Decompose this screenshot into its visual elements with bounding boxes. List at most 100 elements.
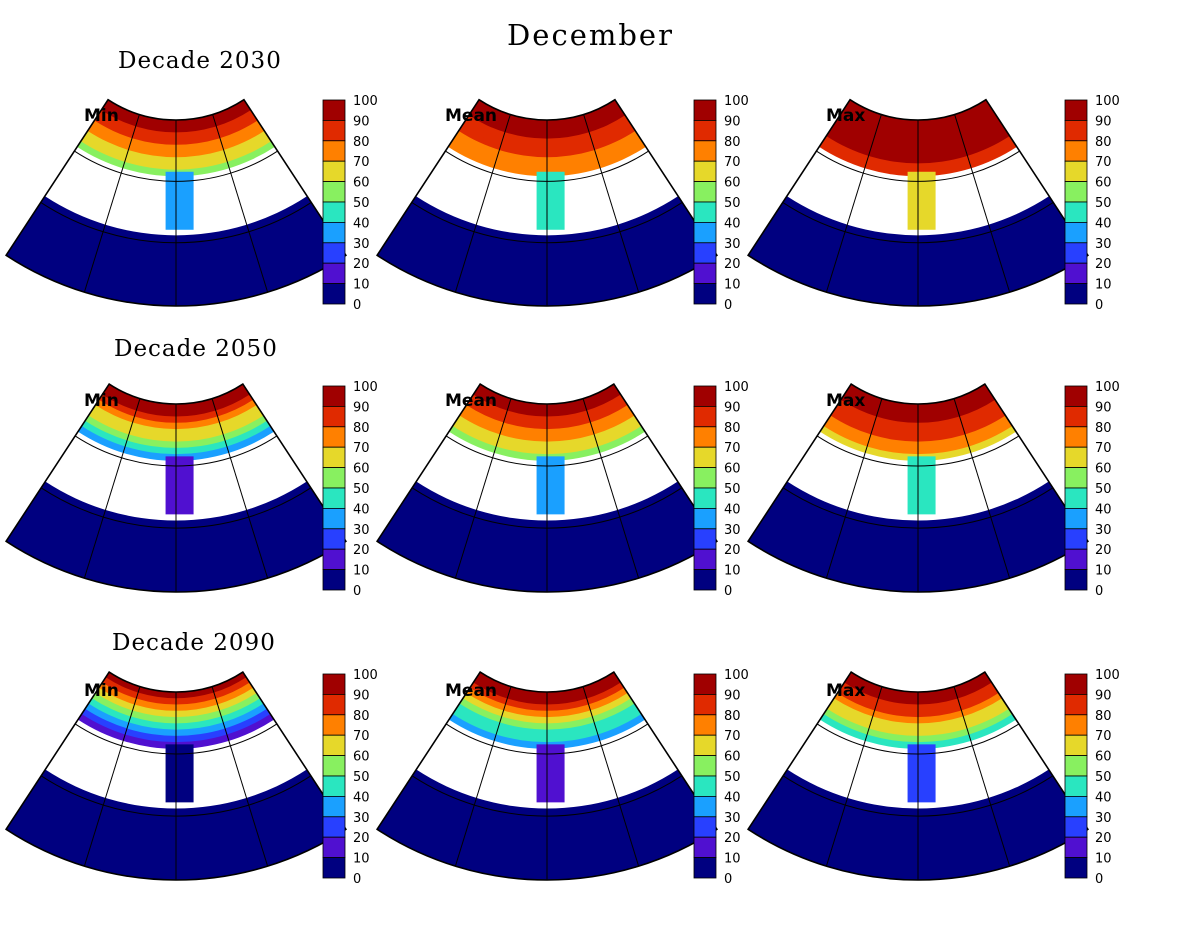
colorbar-tick: 70 (1095, 155, 1112, 170)
colorbar-tick: 100 (353, 94, 378, 109)
colorbar-swatch (322, 775, 346, 797)
colorbar-tick: 40 (1095, 502, 1112, 517)
colorbar-swatch (693, 426, 717, 448)
colorbar-tick: 30 (724, 237, 741, 252)
colorbar-swatch (693, 201, 717, 223)
colorbar-tick: 30 (1095, 237, 1112, 252)
ice-band (105, 672, 247, 699)
colorbar-tick: 90 (1095, 688, 1112, 703)
meridian-line (825, 114, 882, 293)
map-panel-2-0: Min (5, 670, 347, 881)
map-frame (5, 670, 347, 881)
ice-band (836, 115, 1000, 146)
colorbar-tick: 100 (1095, 94, 1120, 109)
colorbar-tick: 0 (1095, 584, 1103, 599)
meridian-line (582, 686, 640, 867)
meridian-line (953, 398, 1011, 579)
strait-ice (907, 456, 936, 515)
colorbar-swatch (322, 140, 346, 162)
colorbar-tick: 80 (1095, 421, 1112, 436)
colorbar-tick: 90 (724, 688, 741, 703)
ice-band (83, 130, 269, 164)
colorbar-tick: 100 (1095, 380, 1120, 395)
colorbar-tick: 50 (353, 196, 370, 211)
ice-band (819, 141, 1017, 177)
colorbar-tick: 0 (1095, 872, 1103, 887)
panel-label-1-2: Max (826, 391, 865, 411)
colorbar-tick: 10 (724, 278, 741, 293)
colorbar-tick: 90 (1095, 114, 1112, 129)
colorbar-swatch (322, 673, 346, 695)
parallel-line (74, 150, 278, 182)
colorbar-tick: 10 (724, 564, 741, 579)
colorbar-swatch (693, 755, 717, 777)
ice-band (822, 136, 1014, 171)
strait-ice (165, 744, 194, 803)
parallel-line (782, 487, 1054, 529)
colorbar-swatch (693, 99, 717, 121)
meridian-line (211, 686, 269, 867)
ice-band (469, 682, 625, 712)
map-frame (5, 382, 347, 593)
colorbar-tick: 90 (1095, 400, 1112, 415)
ice-band (451, 136, 643, 171)
colorbar-swatch (322, 201, 346, 223)
colorbar-tick: 100 (353, 668, 378, 683)
ice-band (837, 687, 999, 718)
ice-band (104, 99, 248, 127)
ice-band (476, 672, 618, 699)
map-frame (747, 670, 1089, 881)
colorbar-swatch (693, 734, 717, 757)
colorbar-swatch (693, 775, 717, 797)
map-panel-2-1: Mean (376, 670, 718, 881)
colorbar-tick: 80 (1095, 709, 1112, 724)
ice-band (87, 125, 265, 158)
ice-band (830, 698, 1006, 731)
panel-label-2-1: Mean (445, 681, 497, 701)
ice-band (98, 682, 254, 712)
colorbar-swatch (1064, 262, 1088, 285)
colorbar-tick: 10 (724, 852, 741, 867)
colorbar-tick: 40 (1095, 790, 1112, 805)
ice-band (829, 125, 1007, 158)
map-frame (376, 98, 718, 307)
ice-band (471, 104, 623, 133)
colorbar-swatch (693, 714, 717, 736)
colorbar-swatch (322, 569, 346, 591)
colorbar-tick: 100 (724, 380, 749, 395)
colorbar-tick: 30 (724, 811, 741, 826)
panel-label-1-1: Mean (445, 391, 497, 411)
ice-band (94, 115, 258, 146)
colorbar-swatch (693, 283, 717, 305)
colorbar-tick: 40 (353, 502, 370, 517)
ice-band (88, 410, 264, 443)
meridian-line (954, 114, 1011, 293)
colorbar-tick: 70 (724, 155, 741, 170)
ice-band (466, 687, 628, 718)
ice-band (90, 120, 262, 152)
colorbar-swatch (1064, 507, 1088, 530)
colorbar-tick: 100 (724, 94, 749, 109)
ice-band (77, 425, 275, 461)
colorbar-swatch (322, 857, 346, 879)
colorbar-tick: 30 (353, 237, 370, 252)
colorbar-tick: 60 (724, 176, 741, 191)
colorbar-tick: 70 (724, 441, 741, 456)
parallel-line (445, 150, 649, 182)
colorbar-tick: 60 (353, 750, 370, 765)
colorbar-swatch (322, 734, 346, 757)
colorbar-swatch (322, 487, 346, 509)
colorbar-tick: 0 (724, 298, 732, 313)
colorbar-tick: 10 (353, 278, 370, 293)
colorbar-tick: 60 (1095, 176, 1112, 191)
ice-band (88, 698, 264, 731)
strait-ice (165, 456, 194, 515)
colorbar-tick: 0 (724, 584, 732, 599)
ice-band (840, 682, 996, 712)
parallel-line (411, 487, 683, 529)
colorbar-swatch (322, 714, 346, 736)
ice-band (448, 713, 646, 749)
